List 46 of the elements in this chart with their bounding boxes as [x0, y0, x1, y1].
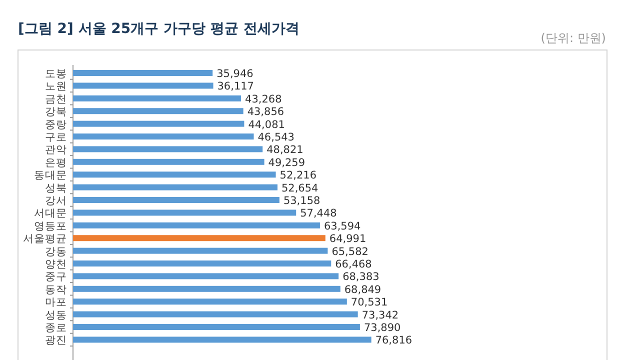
value-label: 76,816	[375, 334, 412, 347]
value-label: 52,216	[280, 170, 317, 182]
category: 성동	[45, 309, 67, 322]
category: 서대문	[34, 208, 67, 220]
category: 금천	[45, 93, 67, 106]
value-label: 52,654	[282, 182, 318, 194]
value-label: 49,259	[268, 156, 306, 169]
value-label: 48,821	[266, 144, 304, 156]
category: 강서	[45, 195, 67, 207]
value-label: 64,991	[329, 233, 366, 246]
value-label: 53,158	[283, 195, 320, 207]
value-label: 68,383	[342, 271, 380, 284]
category: 관악	[45, 144, 67, 156]
category: 강동	[45, 246, 67, 258]
category: 동작	[45, 284, 67, 296]
category: 도봉	[45, 68, 67, 80]
category: 영등포	[34, 220, 67, 232]
category: 마포	[45, 296, 67, 309]
category: 서울평균	[23, 233, 67, 246]
value-label: 35,946	[216, 68, 254, 80]
value-label: 65,582	[332, 246, 368, 258]
annotation: (단위: 만원)	[540, 31, 606, 45]
category: 광진	[45, 334, 67, 347]
value-label: 46,543	[258, 132, 294, 144]
value-label: 68,849	[344, 284, 382, 296]
category: 종로	[45, 322, 67, 334]
category: 중랑	[45, 118, 67, 131]
value-label: 70,531	[350, 296, 388, 309]
value-label: 73,342	[362, 309, 399, 322]
value-label: 66,468	[335, 258, 372, 270]
value-label: 57,448	[300, 208, 337, 220]
value-label: 44,081	[248, 118, 285, 131]
value-label: 43,856	[247, 106, 284, 118]
category: 동대문	[34, 170, 67, 182]
value-label: 73,890	[364, 322, 401, 334]
title: [그림 2] 서울 25개구 가구당 평균 전세가격	[18, 21, 300, 37]
category: 중구	[45, 271, 67, 284]
value-label: 36,117	[217, 80, 254, 93]
value-label: 43,268	[245, 93, 282, 106]
category: 노원	[45, 80, 67, 93]
value-label: 63,594	[324, 220, 361, 232]
category: 은평	[45, 156, 67, 169]
category: 강북	[45, 106, 67, 118]
category: 성북	[45, 182, 67, 194]
category: 구로	[45, 132, 67, 144]
category: 양천	[45, 258, 67, 270]
